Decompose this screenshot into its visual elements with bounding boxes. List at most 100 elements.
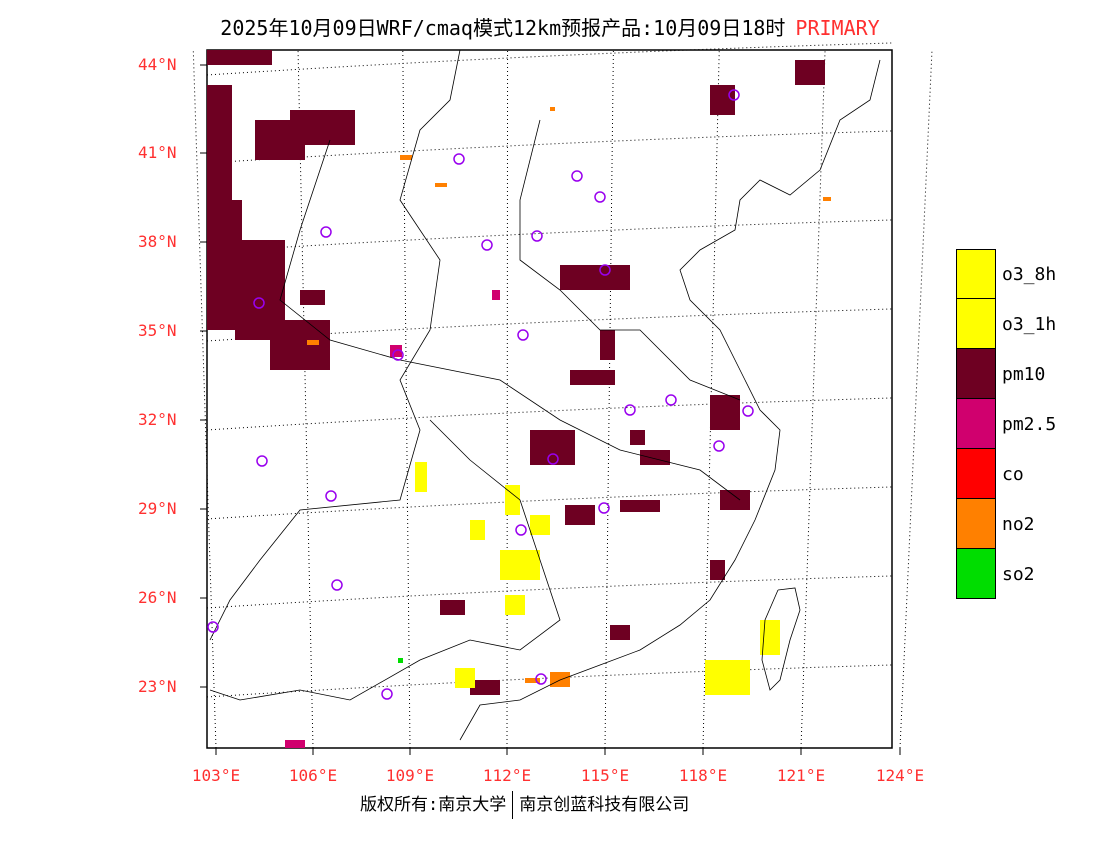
- pollutant-area: [620, 500, 660, 512]
- legend-label: so2: [1002, 563, 1035, 585]
- legend-item: co: [956, 449, 1056, 499]
- legend-swatch: [956, 449, 996, 499]
- pollutant-area: [455, 668, 475, 688]
- pollutant-area: [705, 660, 750, 695]
- station-marker: [207, 621, 219, 633]
- legend-label: pm2.5: [1002, 413, 1057, 435]
- pollutant-area: [610, 625, 630, 640]
- pollutant-area: [630, 430, 645, 445]
- legend-swatch: [956, 249, 996, 299]
- pollutant-area: [290, 110, 355, 145]
- lat-label: 26°N: [138, 588, 177, 607]
- legend-item: pm2.5: [956, 399, 1056, 449]
- pollutant-area: [470, 680, 500, 695]
- lon-gridline: [402, 49, 411, 749]
- station-marker: [453, 153, 465, 165]
- station-marker: [253, 297, 265, 309]
- station-marker: [381, 688, 393, 700]
- station-marker: [331, 579, 343, 591]
- station-marker: [547, 453, 559, 465]
- province-line: [209, 419, 561, 701]
- lat-label: 38°N: [138, 232, 177, 251]
- station-marker: [481, 239, 493, 251]
- station-marker: [571, 170, 583, 182]
- lat-gridline: [206, 397, 893, 431]
- pollutant-area: [285, 740, 305, 748]
- station-marker: [742, 405, 754, 417]
- lat-label: 23°N: [138, 677, 177, 696]
- station-marker: [728, 89, 740, 101]
- lon-label: 121°E: [776, 766, 826, 785]
- lat-gridline: [206, 42, 893, 76]
- lat-gridline: [206, 130, 893, 164]
- station-marker: [517, 329, 529, 341]
- lat-gridline: [206, 575, 893, 609]
- lat-gridline: [206, 308, 893, 342]
- station-marker: [531, 230, 543, 242]
- lat-gridline: [206, 486, 893, 520]
- legend-swatch: [956, 349, 996, 399]
- pollutant-area: [710, 395, 740, 430]
- pollutant-area: [207, 85, 232, 205]
- pollutant-area: [505, 595, 525, 615]
- province-line: [519, 119, 741, 401]
- lon-gridline: [506, 49, 509, 749]
- map-title: 2025年10月09日WRF/cmaq模式12km预报产品:10月09日18时 P…: [0, 12, 1100, 41]
- taiwan-outline: [761, 587, 801, 691]
- pollutant-area: [570, 370, 615, 385]
- pollutant-area: [710, 560, 725, 580]
- pollutant-area: [525, 678, 540, 683]
- pollutant-area: [710, 85, 735, 115]
- legend-swatch: [956, 299, 996, 349]
- lon-label: 124°E: [875, 766, 925, 785]
- pollutant-area: [640, 450, 670, 465]
- province-line: [209, 49, 461, 641]
- pollutant-area: [307, 340, 319, 345]
- title-main: 2025年10月09日WRF/cmaq模式12km预报产品:10月09日18时: [220, 16, 786, 40]
- station-marker: [392, 349, 404, 361]
- station-marker: [535, 673, 547, 685]
- lat-label: 32°N: [138, 410, 177, 429]
- pollutant-area: [550, 672, 570, 687]
- copyright-right: 南京创蓝科技有限公司: [519, 795, 690, 815]
- pollutant-area: [600, 330, 615, 360]
- copyright-left: 版权所有:南京大学: [360, 795, 507, 815]
- lon-label: 109°E: [385, 766, 435, 785]
- lon-gridline: [604, 49, 614, 749]
- station-marker: [599, 264, 611, 276]
- lat-label: 29°N: [138, 499, 177, 518]
- title-tag: PRIMARY: [795, 16, 880, 40]
- pollutant-area: [530, 515, 550, 535]
- lat-gridline: [206, 664, 893, 698]
- lon-label: 115°E: [580, 766, 630, 785]
- legend-label: co: [1002, 463, 1024, 485]
- pollutant-area: [565, 505, 595, 525]
- legend-swatch: [956, 549, 996, 599]
- lon-label: 103°E: [191, 766, 241, 785]
- copyright: 版权所有:南京大学 南京创蓝科技有限公司: [360, 790, 689, 819]
- legend-swatch: [956, 499, 996, 549]
- legend: o3_8h o3_1h pm10 pm2.5 co no2 so2: [956, 249, 1056, 599]
- lat-label: 35°N: [138, 321, 177, 340]
- lon-label: 106°E: [288, 766, 338, 785]
- legend-item: no2: [956, 499, 1056, 549]
- pollutant-area: [300, 290, 325, 305]
- legend-label: pm10: [1002, 363, 1046, 385]
- coastline: [459, 59, 881, 741]
- pollutant-area: [760, 620, 780, 655]
- province-line: [279, 139, 741, 501]
- pollutant-area: [720, 490, 750, 510]
- legend-label: no2: [1002, 513, 1035, 535]
- station-marker: [624, 404, 636, 416]
- pollutant-area: [530, 430, 575, 465]
- station-marker: [515, 524, 527, 536]
- station-marker: [665, 394, 677, 406]
- pollutant-area: [550, 107, 555, 111]
- pollutant-area: [207, 50, 272, 65]
- pollutant-area: [505, 485, 520, 515]
- pollutant-area: [440, 600, 465, 615]
- pollutant-area: [400, 155, 412, 160]
- lat-label: 44°N: [138, 55, 177, 74]
- lon-gridline: [899, 49, 933, 749]
- stations: [207, 89, 754, 700]
